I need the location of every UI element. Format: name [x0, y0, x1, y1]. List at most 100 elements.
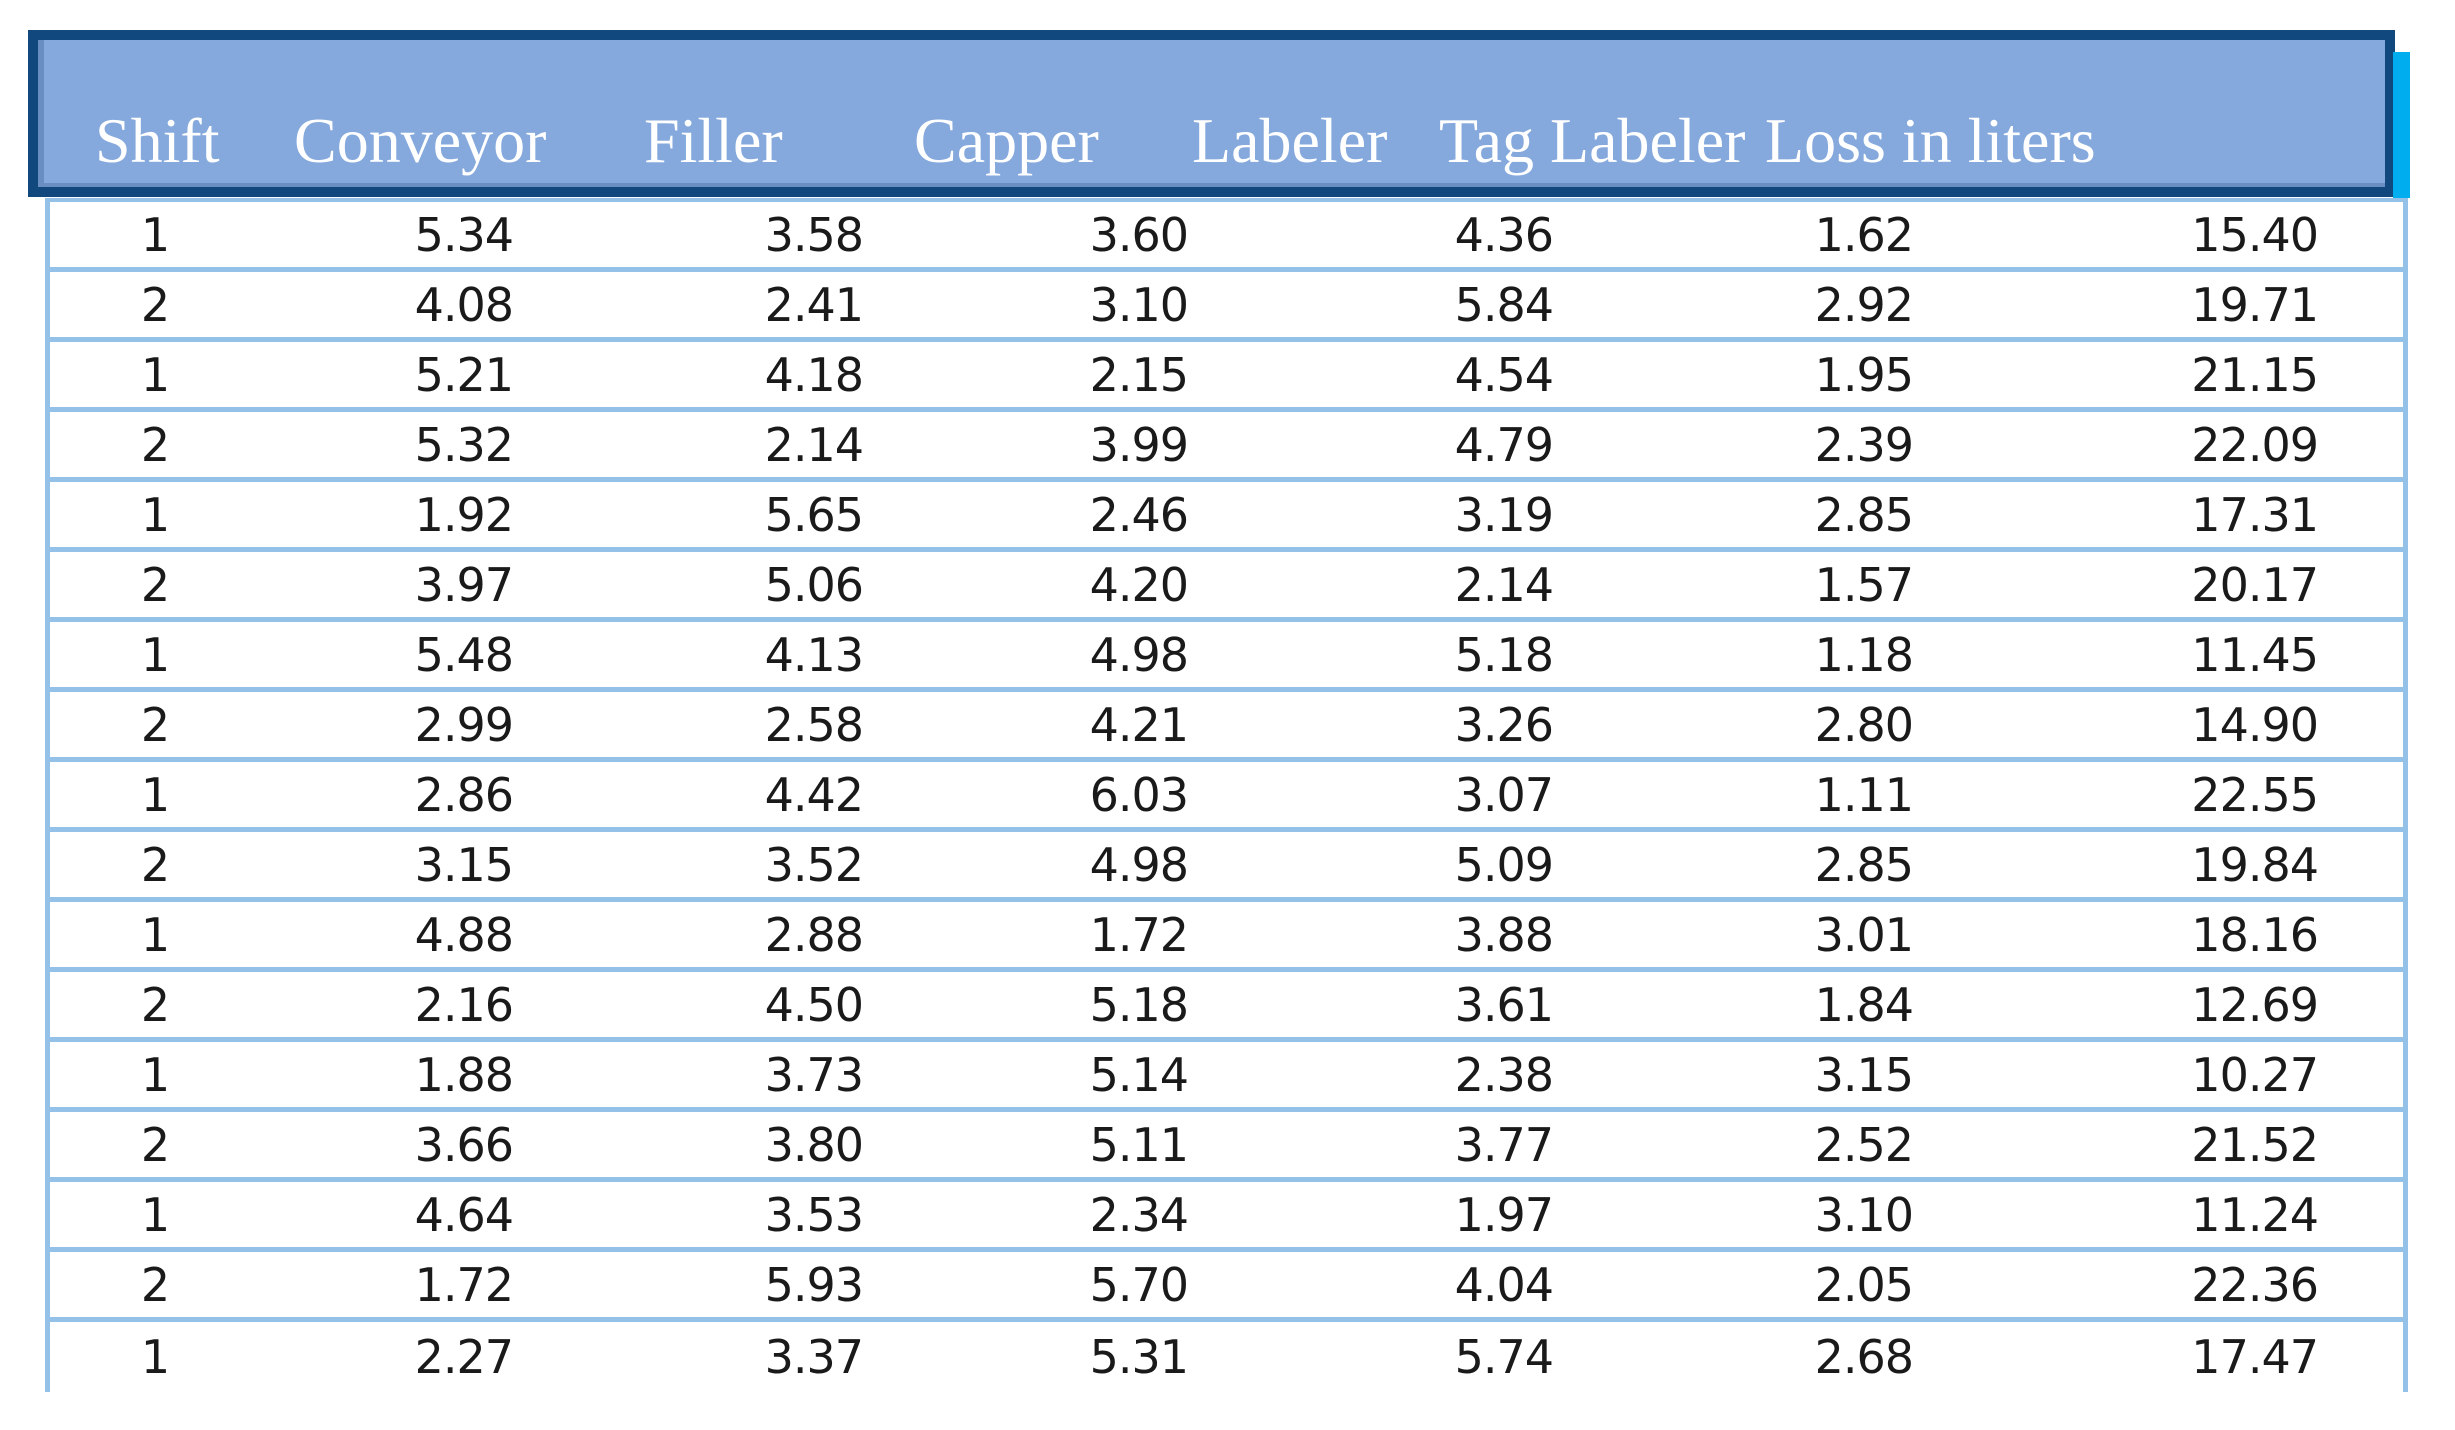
- cell-filler: 4.42: [764, 767, 864, 822]
- cell-shift: 2: [140, 417, 170, 472]
- cell-filler: 3.37: [764, 1330, 864, 1384]
- table-row: 2 2.16 4.50 5.18 3.61 1.84 12.69: [50, 972, 2403, 1042]
- cell-conveyor: 3.66: [414, 1117, 514, 1172]
- column-header-label: Capper: [914, 105, 1099, 176]
- cell-loss: 11.45: [2191, 627, 2319, 682]
- cell-shift: 1: [140, 347, 170, 402]
- cell-conveyor: 5.32: [414, 417, 514, 472]
- cell-tag-labeler: 1.62: [1814, 207, 1914, 262]
- cell-filler: 4.13: [764, 627, 864, 682]
- cell-loss: 21.15: [2191, 347, 2319, 402]
- table-row: 1 5.21 4.18 2.15 4.54 1.95 21.15: [50, 342, 2403, 412]
- cell-loss: 20.17: [2191, 557, 2319, 612]
- cell-labeler: 3.07: [1454, 767, 1554, 822]
- cell-filler: 5.93: [764, 1257, 864, 1312]
- cell-filler: 3.80: [764, 1117, 864, 1172]
- cell-labeler: 3.88: [1454, 907, 1554, 962]
- cell-capper: 5.11: [1089, 1117, 1189, 1172]
- cell-labeler: 5.09: [1454, 837, 1554, 892]
- cell-tag-labeler: 2.85: [1814, 487, 1914, 542]
- cell-loss: 12.69: [2191, 977, 2319, 1032]
- banner-shadow: [2393, 52, 2410, 198]
- cell-capper: 5.14: [1089, 1047, 1189, 1102]
- cell-shift: 1: [140, 1330, 170, 1384]
- cell-labeler: 5.18: [1454, 627, 1554, 682]
- cell-loss: 22.09: [2191, 417, 2319, 472]
- cell-capper: 1.72: [1089, 907, 1189, 962]
- cell-conveyor: 4.88: [414, 907, 514, 962]
- cell-capper: 3.10: [1089, 277, 1189, 332]
- cell-capper: 5.70: [1089, 1257, 1189, 1312]
- cell-filler: 2.88: [764, 907, 864, 962]
- cell-shift: 2: [140, 697, 170, 752]
- cell-conveyor: 1.88: [414, 1047, 514, 1102]
- cell-loss: 18.16: [2191, 907, 2319, 962]
- cell-capper: 4.21: [1089, 697, 1189, 752]
- cell-capper: 3.99: [1089, 417, 1189, 472]
- cell-shift: 2: [140, 1257, 170, 1312]
- cell-tag-labeler: 2.05: [1814, 1257, 1914, 1312]
- table-row: 2 4.08 2.41 3.10 5.84 2.92 19.71: [50, 272, 2403, 342]
- cell-conveyor: 1.72: [414, 1257, 514, 1312]
- cell-tag-labeler: 1.95: [1814, 347, 1914, 402]
- cell-filler: 5.06: [764, 557, 864, 612]
- cell-loss: 22.55: [2191, 767, 2319, 822]
- cell-shift: 1: [140, 767, 170, 822]
- cell-shift: 1: [140, 1187, 170, 1242]
- cell-tag-labeler: 1.84: [1814, 977, 1914, 1032]
- cell-conveyor: 2.86: [414, 767, 514, 822]
- table-row: 2 2.99 2.58 4.21 3.26 2.80 14.90: [50, 692, 2403, 762]
- cell-tag-labeler: 3.10: [1814, 1187, 1914, 1242]
- cell-filler: 2.58: [764, 697, 864, 752]
- cell-filler: 3.73: [764, 1047, 864, 1102]
- table-row: 2 3.15 3.52 4.98 5.09 2.85 19.84: [50, 832, 2403, 902]
- cell-shift: 2: [140, 277, 170, 332]
- cell-capper: 5.31: [1089, 1330, 1189, 1384]
- cell-labeler: 4.04: [1454, 1257, 1554, 1312]
- cell-loss: 14.90: [2191, 697, 2319, 752]
- cell-tag-labeler: 1.11: [1814, 767, 1914, 822]
- cell-shift: 2: [140, 837, 170, 892]
- column-header-label: Loss in liters: [1765, 105, 2096, 176]
- cell-capper: 3.60: [1089, 207, 1189, 262]
- column-header-label: Labeler: [1192, 105, 1388, 176]
- cell-loss: 11.24: [2191, 1187, 2319, 1242]
- cell-filler: 2.41: [764, 277, 864, 332]
- cell-loss: 21.52: [2191, 1117, 2319, 1172]
- cell-labeler: 2.38: [1454, 1047, 1554, 1102]
- column-header-label: Filler: [644, 105, 783, 176]
- cell-capper: 2.15: [1089, 347, 1189, 402]
- cell-labeler: 3.19: [1454, 487, 1554, 542]
- cell-tag-labeler: 1.57: [1814, 557, 1914, 612]
- cell-capper: 6.03: [1089, 767, 1189, 822]
- cell-shift: 1: [140, 487, 170, 542]
- cell-labeler: 3.61: [1454, 977, 1554, 1032]
- table-row: 2 5.32 2.14 3.99 4.79 2.39 22.09: [50, 412, 2403, 482]
- cell-shift: 2: [140, 1117, 170, 1172]
- cell-tag-labeler: 2.39: [1814, 417, 1914, 472]
- data-table: 1 5.34 3.58 3.60 4.36 1.62 15.40 2 4.08 2.41 3.10 5…: [45, 198, 2408, 1392]
- cell-filler: 3.52: [764, 837, 864, 892]
- cell-filler: 4.18: [764, 347, 864, 402]
- cell-labeler: 5.74: [1454, 1330, 1554, 1384]
- table-row: 2 3.97 5.06 4.20 2.14 1.57 20.17: [50, 552, 2403, 622]
- cell-loss: 10.27: [2191, 1047, 2319, 1102]
- column-header-label: Shift: [95, 105, 220, 176]
- table-row: 1 5.48 4.13 4.98 5.18 1.18 11.45: [50, 622, 2403, 692]
- cell-tag-labeler: 3.01: [1814, 907, 1914, 962]
- cell-shift: 1: [140, 1047, 170, 1102]
- cell-shift: 2: [140, 557, 170, 612]
- cell-labeler: 3.77: [1454, 1117, 1554, 1172]
- cell-conveyor: 2.16: [414, 977, 514, 1032]
- cell-labeler: 2.14: [1454, 557, 1554, 612]
- cell-tag-labeler: 3.15: [1814, 1047, 1914, 1102]
- cell-labeler: 4.36: [1454, 207, 1554, 262]
- cell-filler: 3.53: [764, 1187, 864, 1242]
- cell-filler: 4.50: [764, 977, 864, 1032]
- cell-filler: 5.65: [764, 487, 864, 542]
- cell-shift: 1: [140, 207, 170, 262]
- table-row: 1 4.88 2.88 1.72 3.88 3.01 18.16: [50, 902, 2403, 972]
- table-row: 2 3.66 3.80 5.11 3.77 2.52 21.52: [50, 1112, 2403, 1182]
- table-row: 1 1.88 3.73 5.14 2.38 3.15 10.27: [50, 1042, 2403, 1112]
